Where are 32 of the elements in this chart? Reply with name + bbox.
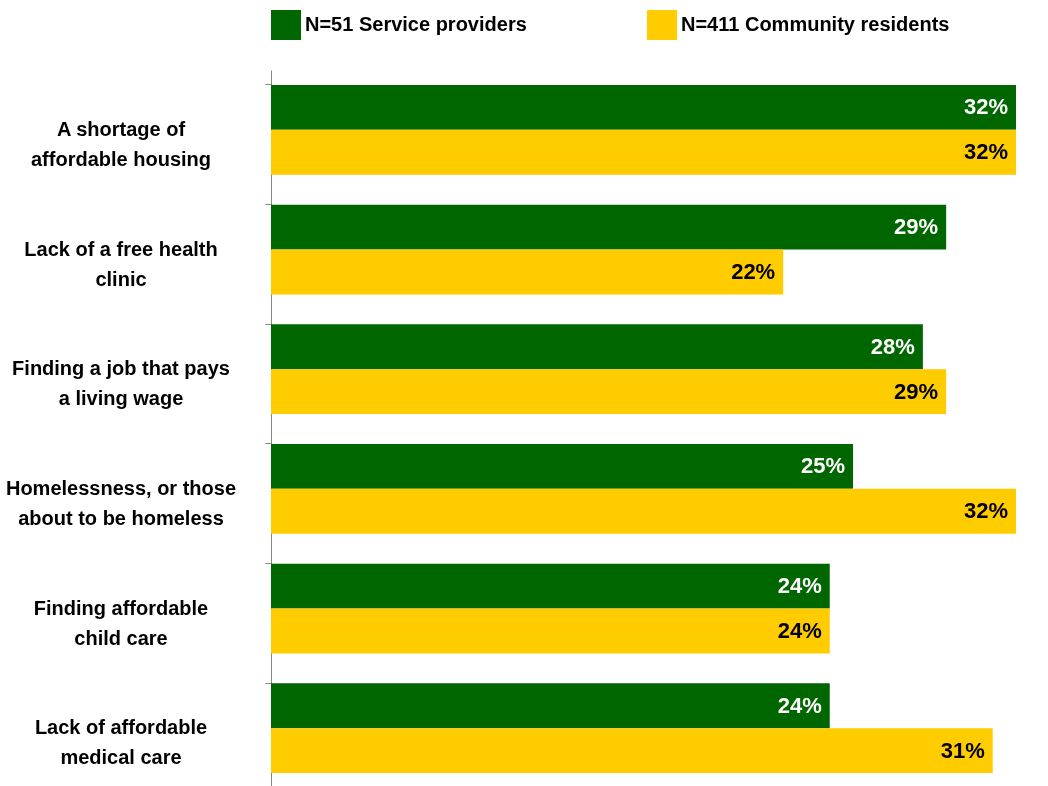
data-label: 32%	[963, 139, 1008, 165]
y-tick-label: Finding a job that pays a living wage	[12, 357, 230, 410]
y-tick-label: Homelessness, or those about to be homeless	[5, 476, 237, 529]
y-tick-label: Lack of affordable medical care	[34, 716, 208, 769]
legend-label: N=51 Service providers	[305, 13, 527, 35]
legend-label: N=411 Community residents	[681, 13, 950, 35]
bar	[271, 324, 923, 370]
data-label: 25%	[800, 453, 846, 479]
data-label: 32%	[963, 94, 1008, 120]
y-tick-label: Finding affordable child care	[33, 596, 209, 649]
bar	[271, 369, 947, 415]
bar	[271, 84, 1016, 130]
data-label: 29%	[894, 214, 939, 240]
data-label: 24%	[777, 617, 822, 643]
bar	[271, 249, 784, 295]
bar	[271, 488, 1016, 534]
bar	[271, 728, 993, 774]
data-label: 24%	[777, 692, 822, 718]
y-tick-label: A shortage of affordable housing	[31, 117, 211, 170]
bar	[271, 204, 947, 250]
data-label: 31%	[940, 737, 985, 763]
data-label: 32%	[963, 498, 1008, 524]
y-tick-label: Lack of a free health clinic	[24, 237, 218, 290]
bar	[271, 608, 830, 654]
data-label: 22%	[731, 258, 776, 284]
bar	[271, 129, 1016, 175]
data-label: 28%	[870, 333, 915, 359]
bar	[271, 683, 830, 729]
data-label: 24%	[777, 573, 822, 599]
bar	[271, 443, 854, 489]
bar	[271, 563, 830, 609]
data-label: 29%	[894, 378, 939, 404]
